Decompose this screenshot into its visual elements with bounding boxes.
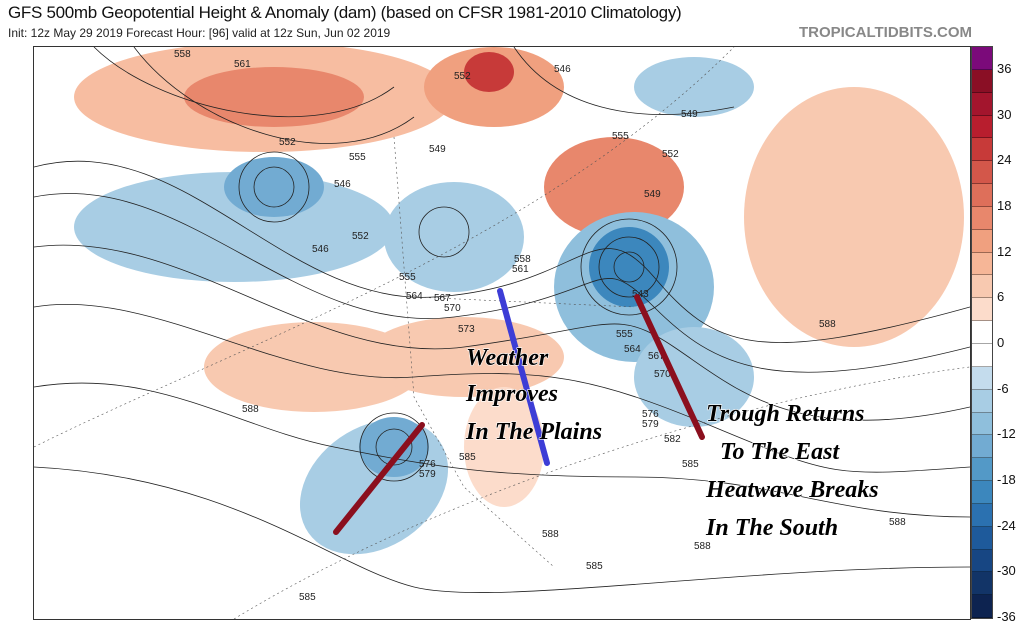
svg-text:579: 579 xyxy=(642,419,659,430)
colorbar-tick-label: -24 xyxy=(997,517,1016,533)
svg-text:558: 558 xyxy=(514,254,531,265)
svg-text:588: 588 xyxy=(542,529,559,540)
svg-text:588: 588 xyxy=(242,404,259,415)
svg-text:546: 546 xyxy=(554,64,571,75)
svg-text:576: 576 xyxy=(419,459,436,470)
height-contours xyxy=(34,47,970,593)
svg-text:576: 576 xyxy=(642,409,659,420)
svg-text:570: 570 xyxy=(654,369,671,380)
svg-text:582: 582 xyxy=(664,434,681,445)
svg-text:567: 567 xyxy=(648,351,665,362)
colorbar-bin xyxy=(972,458,992,482)
svg-text:549: 549 xyxy=(644,189,661,200)
svg-text:546: 546 xyxy=(312,244,329,255)
svg-text:549: 549 xyxy=(681,109,698,120)
colorbar-tick-label: -36 xyxy=(997,609,1016,624)
annotation-markers xyxy=(333,288,705,535)
colorbar-bin xyxy=(972,229,992,253)
west-trough-marker-line xyxy=(333,422,425,535)
svg-text:570: 570 xyxy=(444,303,461,314)
svg-text:573: 573 xyxy=(458,324,475,335)
svg-text:564: 564 xyxy=(624,344,641,355)
colorbar-tick-label: 6 xyxy=(997,289,1005,305)
map-canvas: 558 561 552 555 549 546 552 555 549 546 … xyxy=(34,47,970,619)
svg-text:588: 588 xyxy=(889,517,906,528)
svg-text:585: 585 xyxy=(459,452,476,463)
colorbar-bin xyxy=(972,275,992,299)
svg-text:558: 558 xyxy=(174,49,191,60)
colorbar-bin xyxy=(972,389,992,413)
colorbar-tick-label: 12 xyxy=(997,243,1012,259)
svg-text:588: 588 xyxy=(819,319,836,330)
weather-map: 558 561 552 555 549 546 552 555 549 546 … xyxy=(33,46,971,620)
colorbar-bin xyxy=(972,481,992,504)
colorbar-bin xyxy=(972,115,992,139)
colorbar-tick-label: -30 xyxy=(997,563,1016,579)
svg-text:552: 552 xyxy=(662,149,679,160)
svg-text:567: 567 xyxy=(434,293,451,304)
svg-text:585: 585 xyxy=(682,459,699,470)
svg-text:549: 549 xyxy=(429,144,446,155)
svg-text:561: 561 xyxy=(234,59,251,70)
colorbar-bin xyxy=(972,412,992,436)
svg-text:579: 579 xyxy=(419,469,436,480)
colorbar-tick-label: -6 xyxy=(997,380,1009,396)
colorbar-bin xyxy=(972,252,992,276)
svg-text:Heatwave Breaks: Heatwave Breaks xyxy=(705,477,879,503)
svg-text:555: 555 xyxy=(399,272,416,283)
colorbar-bin xyxy=(972,47,992,70)
colorbar-bin xyxy=(972,343,992,367)
annotations: Weather Improves In The Plains Trough Re… xyxy=(464,344,879,541)
svg-text:552: 552 xyxy=(279,137,296,148)
colorbar-tick-label: -18 xyxy=(997,471,1016,487)
colorbar-bin xyxy=(972,184,992,207)
svg-text:552: 552 xyxy=(352,231,369,242)
svg-text:585: 585 xyxy=(586,561,603,572)
svg-text:Trough Returns: Trough Returns xyxy=(706,401,865,427)
map-subtitle: Init: 12z May 29 2019 Forecast Hour: [96… xyxy=(8,26,391,40)
brand-watermark: TROPICALTIDBITS.COM xyxy=(798,24,972,41)
svg-text:555: 555 xyxy=(349,152,366,163)
colorbar-bin xyxy=(972,503,992,527)
colorbar-tick-label: 0 xyxy=(997,334,1005,350)
svg-text:555: 555 xyxy=(612,131,629,142)
colorbar-bin xyxy=(972,92,992,116)
anomaly-colorbar xyxy=(971,46,993,619)
colorbar-bin xyxy=(972,161,992,185)
contour-labels: 558 561 552 555 549 546 552 555 549 546 … xyxy=(174,49,906,603)
svg-text:In The South: In The South xyxy=(705,515,838,541)
svg-text:546: 546 xyxy=(334,179,351,190)
east-trough-marker-line xyxy=(634,294,705,440)
colorbar-bin xyxy=(972,435,992,459)
colorbar-bin xyxy=(972,298,992,322)
svg-text:Improves: Improves xyxy=(465,381,558,407)
svg-text:To The East: To The East xyxy=(720,439,840,465)
colorbar-bin xyxy=(972,595,992,619)
svg-text:552: 552 xyxy=(454,71,471,82)
colorbar-tick-label: 36 xyxy=(997,60,1012,76)
colorbar-bin xyxy=(972,549,992,573)
svg-text:Weather: Weather xyxy=(466,345,549,371)
svg-text:561: 561 xyxy=(512,264,529,275)
svg-text:585: 585 xyxy=(299,592,316,603)
colorbar-bin xyxy=(972,526,992,550)
borders xyxy=(34,47,970,619)
colorbar-bin xyxy=(972,206,992,230)
colorbar-bin xyxy=(972,321,992,344)
colorbar-bin xyxy=(972,572,992,596)
svg-text:In The Plains: In The Plains xyxy=(465,419,602,445)
map-title: GFS 500mb Geopotential Height & Anomaly … xyxy=(8,3,682,22)
svg-text:588: 588 xyxy=(694,541,711,552)
colorbar-tick-label: 18 xyxy=(997,197,1012,213)
colorbar-tick-label: 24 xyxy=(997,152,1012,168)
colorbar-tick-label: 30 xyxy=(997,106,1012,122)
colorbar-bin xyxy=(972,366,992,390)
svg-text:543: 543 xyxy=(632,289,649,300)
svg-text:564: 564 xyxy=(406,291,423,302)
colorbar-bin xyxy=(972,138,992,162)
plains-marker-line xyxy=(497,288,550,466)
svg-text:555: 555 xyxy=(616,329,633,340)
colorbar-bin xyxy=(972,69,992,93)
colorbar-tick-label: -12 xyxy=(997,426,1016,442)
